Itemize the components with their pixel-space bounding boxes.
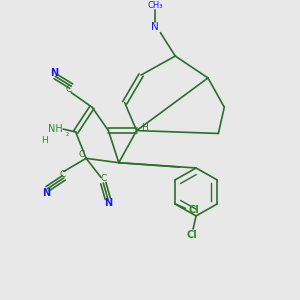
Text: N: N <box>42 188 50 197</box>
Text: ₂: ₂ <box>66 129 69 138</box>
Text: Cl: Cl <box>186 230 197 240</box>
Text: C: C <box>66 85 72 94</box>
Text: N: N <box>50 68 58 78</box>
Text: C: C <box>79 150 85 159</box>
Text: NH: NH <box>47 124 62 134</box>
Text: N: N <box>104 198 112 208</box>
Text: C: C <box>59 170 65 179</box>
Text: CH₃: CH₃ <box>147 1 163 10</box>
Text: Cl: Cl <box>188 205 199 215</box>
Text: N: N <box>151 22 159 32</box>
Text: H: H <box>141 123 147 132</box>
Text: C: C <box>100 174 106 183</box>
Text: H: H <box>41 136 48 145</box>
